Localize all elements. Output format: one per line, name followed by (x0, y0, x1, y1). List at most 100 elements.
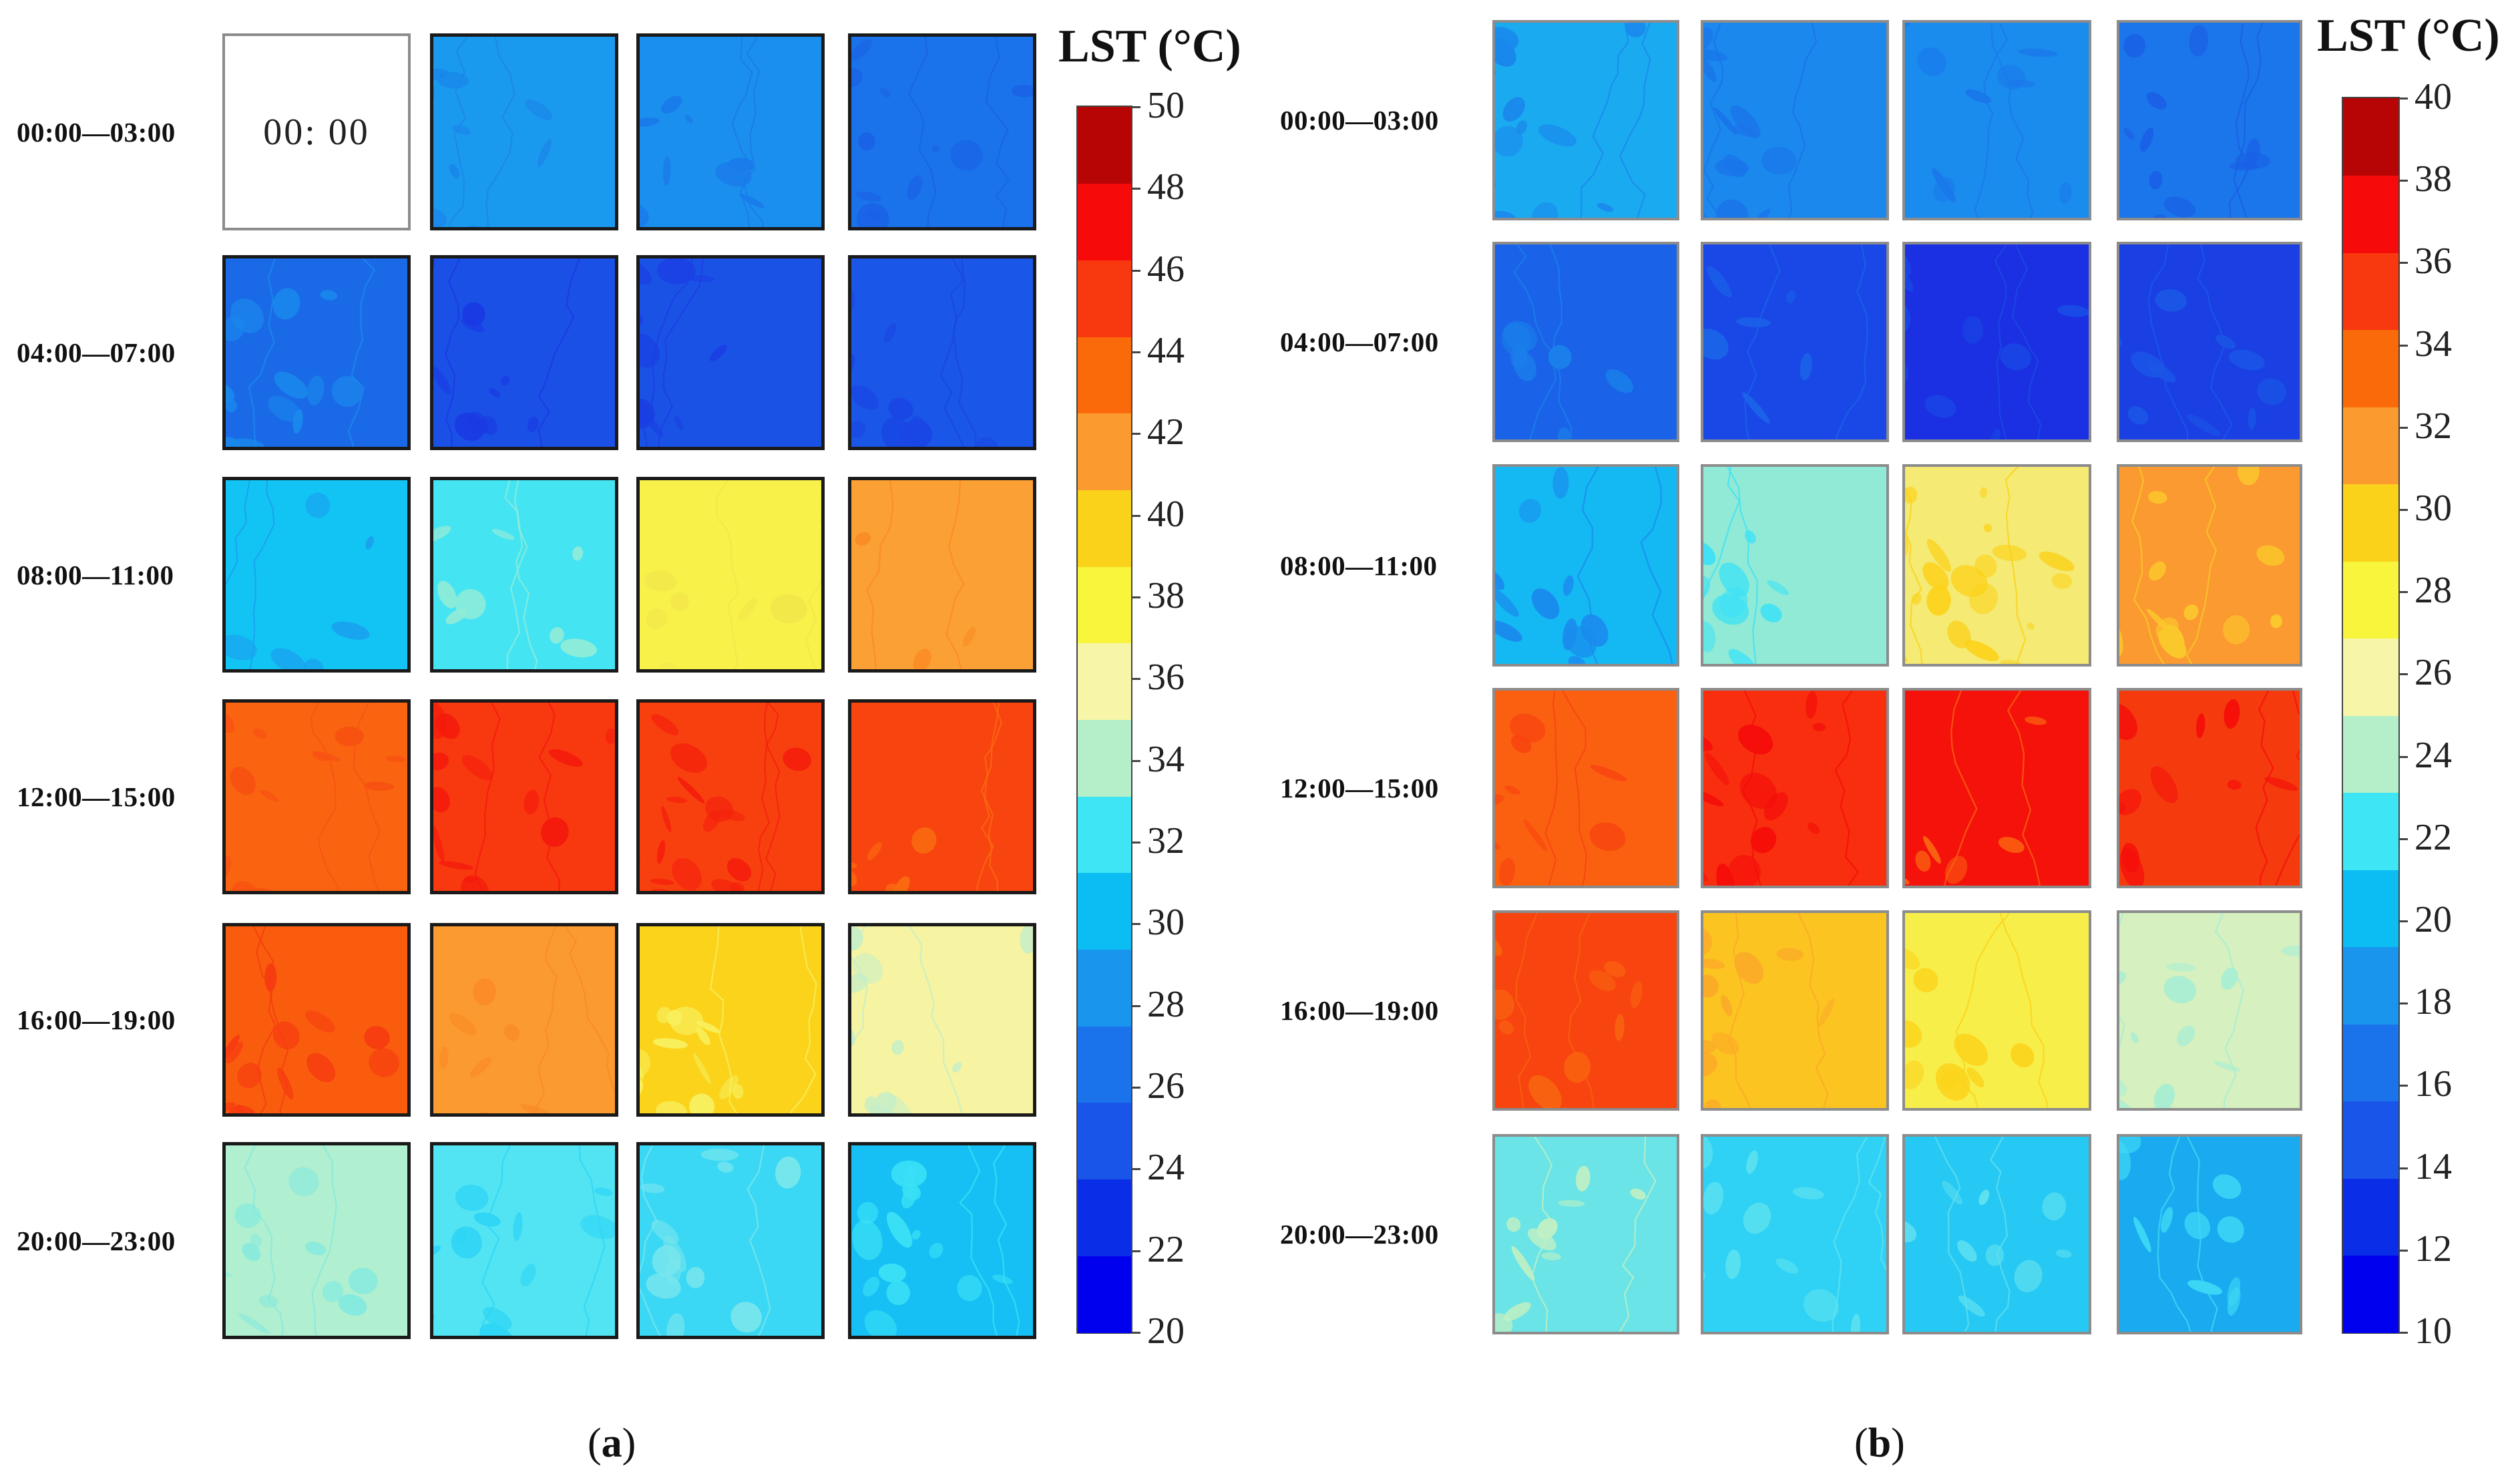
map-patch (640, 1049, 651, 1079)
colorbar-tick (2398, 673, 2408, 676)
map-patch (783, 747, 811, 771)
map-patch (2153, 1083, 2175, 1108)
map-river (1994, 244, 2007, 439)
map-patch (1947, 620, 1971, 649)
map-patch (2119, 971, 2127, 988)
map-patch (2131, 351, 2165, 378)
map-patch (1734, 952, 1764, 984)
map-patch (1531, 588, 1560, 620)
map-river (1990, 23, 2034, 218)
colorbar-tick-label: 32 (2414, 405, 2452, 447)
map-patch (703, 809, 721, 832)
map-patch (1511, 1246, 1535, 1281)
map-patch (365, 536, 374, 550)
map-river (731, 37, 753, 227)
lst-map-cell (430, 923, 618, 1117)
lst-map (640, 37, 821, 227)
colorbar-band (2343, 1255, 2398, 1333)
map-patch (2163, 976, 2197, 1004)
lst-map-cell (636, 923, 825, 1117)
lst-map (433, 480, 615, 669)
map-river (1544, 691, 1558, 886)
map-patch (2227, 1277, 2241, 1306)
map-patch (572, 546, 584, 561)
colorbar-band (1078, 107, 1131, 184)
map-patch (1723, 154, 1746, 178)
map-patch (525, 99, 553, 121)
map-patch (363, 781, 394, 791)
colorbar-tick (2398, 1332, 2408, 1334)
map-patch (901, 1187, 917, 1209)
map-river (533, 926, 558, 1113)
map-patch (439, 861, 474, 870)
map-patch (1528, 1075, 1562, 1108)
lst-map (2119, 467, 2300, 664)
map-patch (1503, 1302, 1531, 1321)
map-patch (2248, 407, 2256, 430)
map-patch (270, 648, 306, 669)
colorbar-tick (2398, 180, 2408, 182)
map-river (1727, 467, 1758, 664)
map-river (347, 258, 376, 447)
map-patch (253, 728, 267, 739)
map-patch (320, 290, 338, 301)
lst-map (1703, 467, 1886, 664)
map-river (485, 37, 515, 227)
lst-map-cell (2117, 20, 2302, 220)
lst-map-cell (636, 699, 825, 894)
map-river (959, 1145, 998, 1336)
colorbar-tick (1131, 514, 1140, 517)
map-patch (711, 879, 745, 891)
map-patch (385, 755, 406, 763)
map-river (2007, 691, 2041, 886)
colorbar-band (2343, 252, 2398, 330)
lst-map (1495, 467, 1677, 664)
colorbar-tick-label: 28 (1147, 983, 1185, 1025)
map-patch (1502, 97, 1525, 122)
row-label: 08:00—11:00 (1280, 550, 1438, 581)
lst-map-cell (848, 699, 1036, 894)
map-patch (1725, 1250, 1741, 1280)
map-patch (1760, 603, 1782, 622)
map-river (1834, 691, 1860, 886)
map-patch (739, 194, 765, 208)
lst-map (640, 258, 821, 447)
lst-map (851, 703, 1033, 891)
map-patch (594, 1187, 613, 1196)
map-river (310, 703, 340, 891)
map-patch (1564, 1052, 1591, 1083)
panel-caption-letter: b (1868, 1421, 1892, 1466)
lst-map-cell (1492, 464, 1679, 667)
colorbar-tick-label: 38 (1147, 575, 1185, 616)
map-patch (2059, 182, 2072, 204)
map-patch (1504, 785, 1521, 795)
map-patch (1988, 429, 2001, 439)
map-patch (335, 726, 364, 747)
map-patch (1703, 542, 1716, 566)
map-patch (242, 1243, 261, 1261)
colorbar-band (2343, 870, 2398, 947)
map-patch (2189, 25, 2209, 57)
map-base (851, 37, 1033, 227)
map-base (1703, 1137, 1886, 1332)
map-patch (1720, 994, 1733, 1017)
map-patch (656, 1006, 672, 1023)
map-base (1905, 1137, 2089, 1332)
map-patch (1926, 585, 1951, 616)
map-river (976, 703, 1002, 891)
lst-map (1703, 913, 1886, 1108)
map-patch (775, 1156, 801, 1189)
map-patch (651, 1220, 679, 1244)
map-patch (2039, 551, 2075, 572)
map-river (1832, 1137, 1868, 1332)
map-patch (692, 1053, 711, 1085)
map-patch (1926, 538, 1952, 572)
map-river (640, 1145, 661, 1336)
colorbar-tick-label: 38 (2414, 158, 2452, 200)
colorbar-tick (2398, 262, 2408, 264)
map-patch (1495, 569, 1504, 590)
lst-map-cell (848, 477, 1036, 673)
map-river (2229, 23, 2250, 218)
colorbar-tick (2398, 755, 2408, 758)
colorbar-tick (2398, 98, 2408, 100)
